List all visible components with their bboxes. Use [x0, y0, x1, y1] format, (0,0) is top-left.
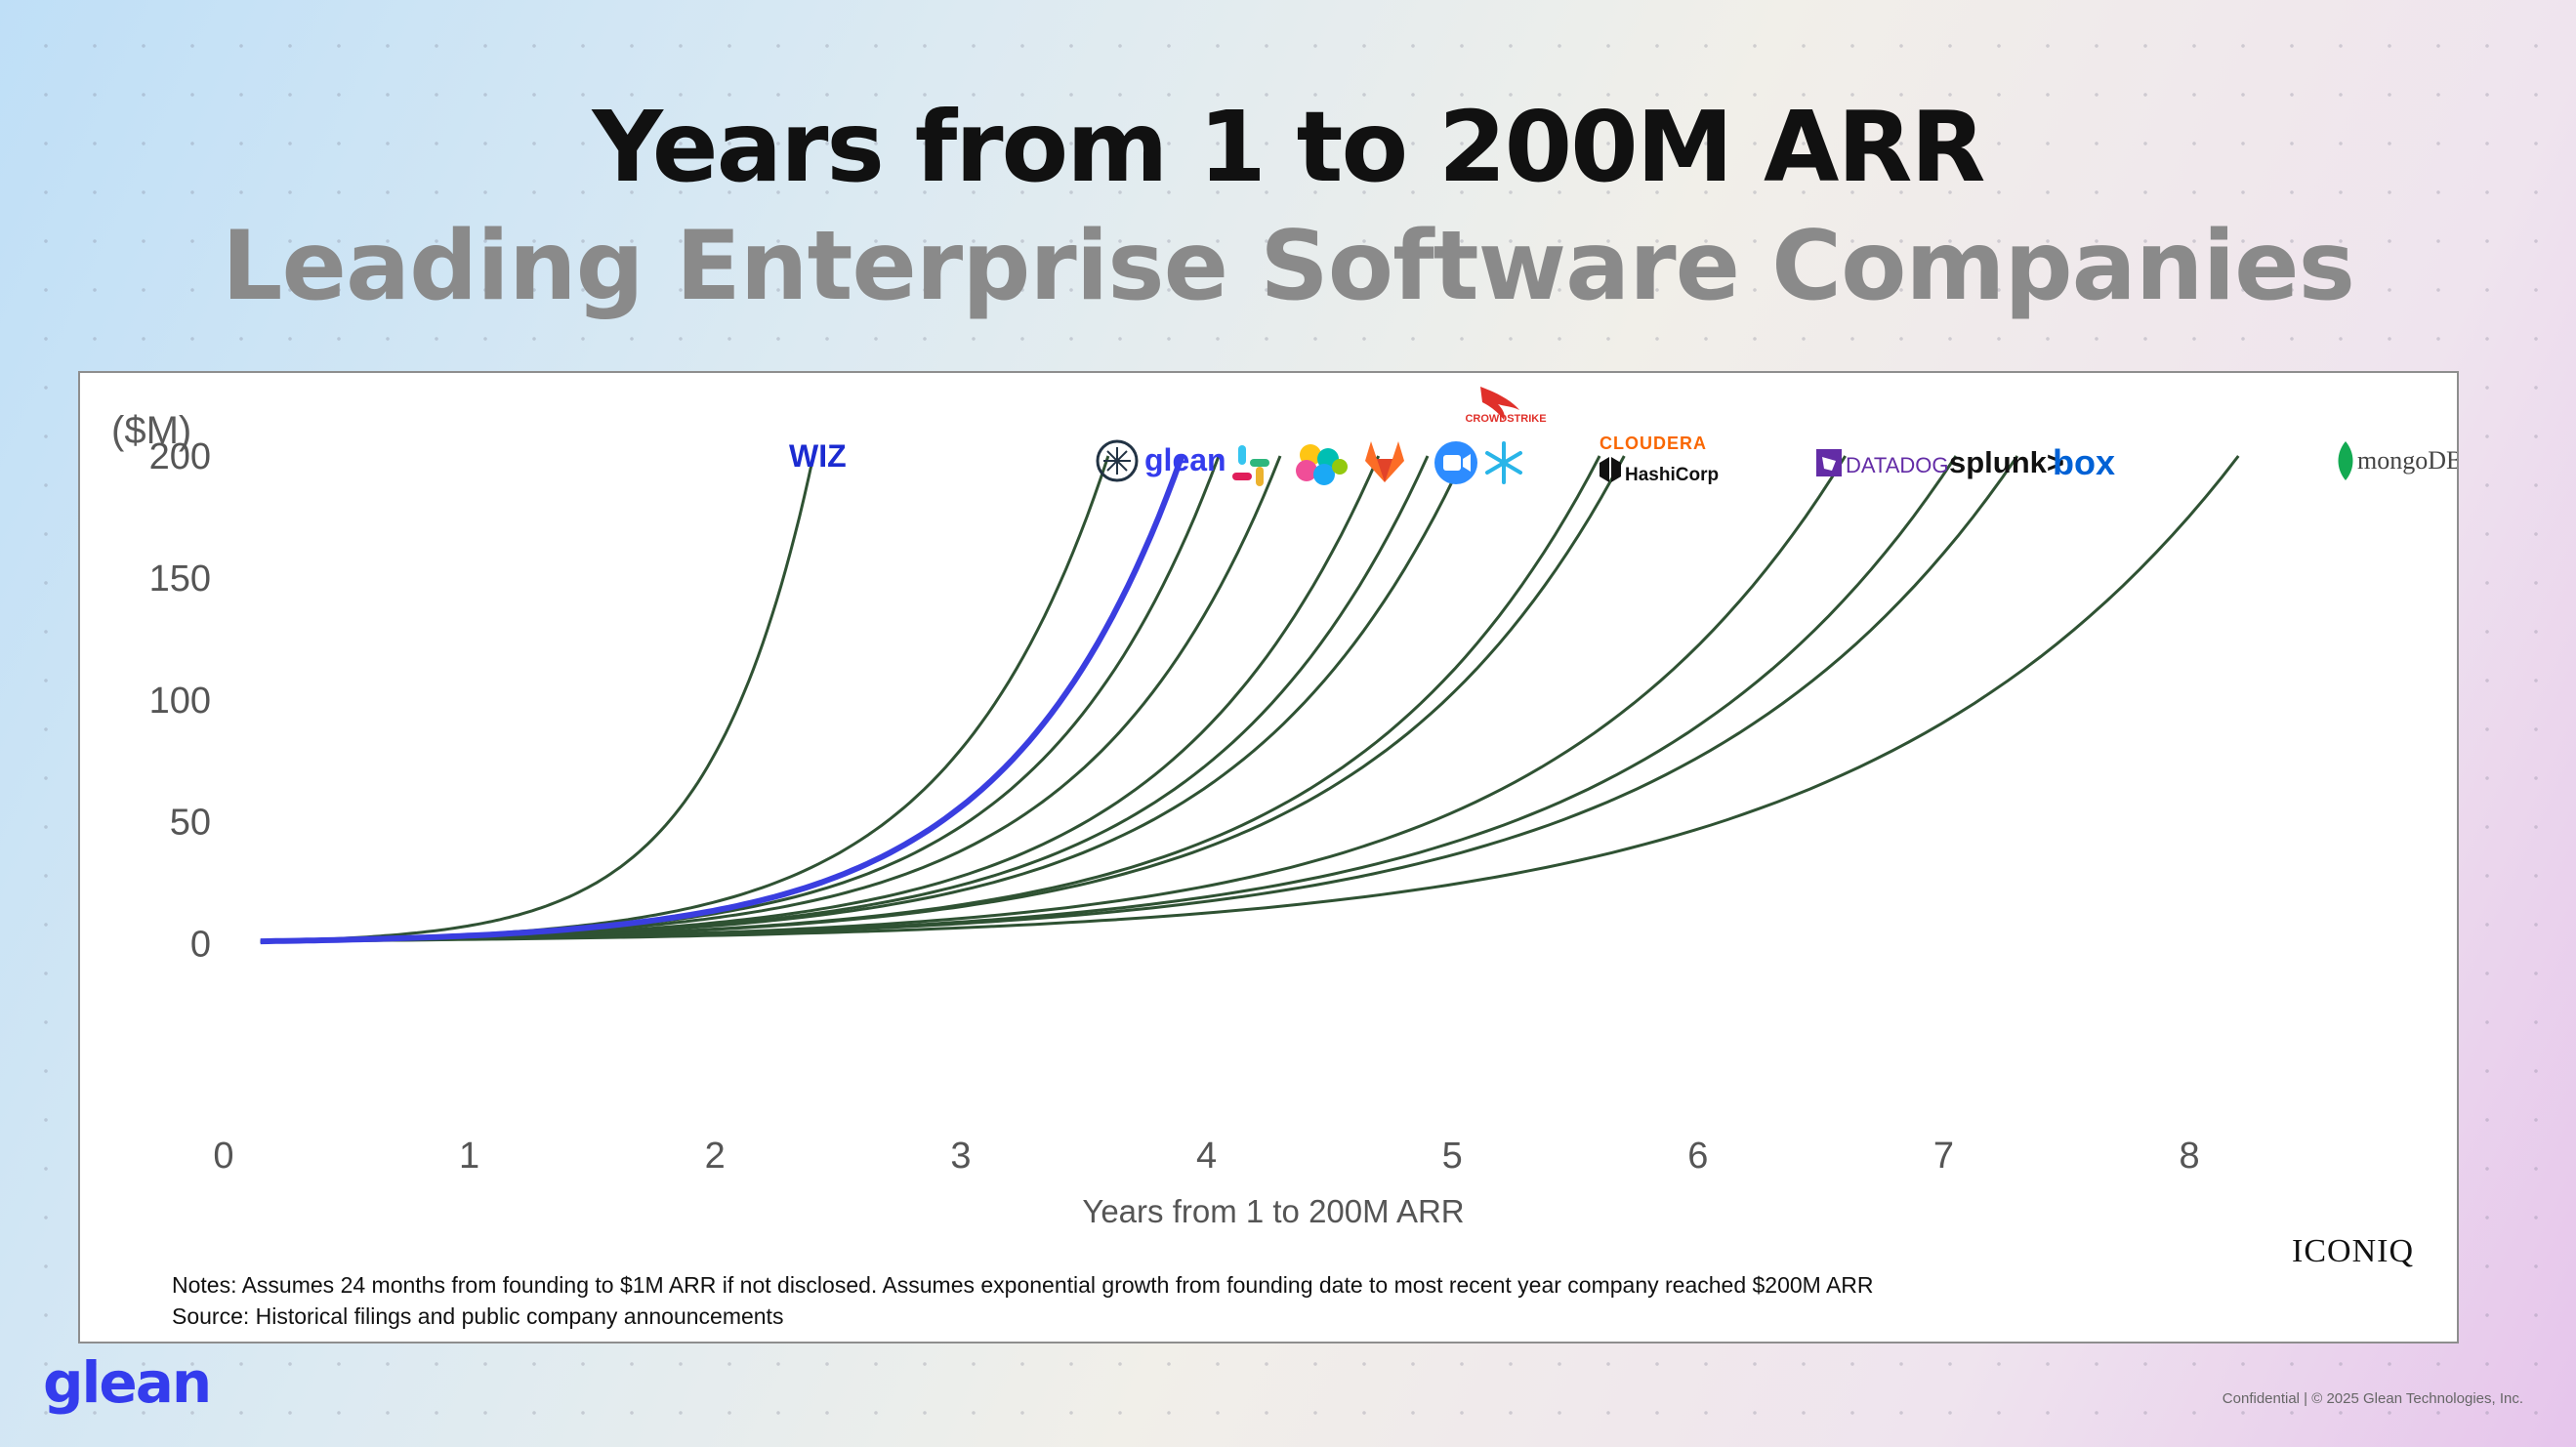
y-tick-label: 0: [190, 925, 211, 966]
series-lines: [260, 454, 2240, 945]
glean-starburst-icon: [1096, 439, 1139, 482]
x-tick-label: 7: [1933, 1136, 1954, 1177]
x-tick-label: 4: [1196, 1136, 1217, 1177]
series-line-unlabeled: [260, 455, 1430, 943]
series-line-splunk: [260, 455, 1958, 943]
series-line-datadog: [260, 455, 1847, 943]
glean-footer-logo: glean: [43, 1349, 212, 1416]
chart-notes: Notes: Assumes 24 months from founding t…: [172, 1272, 1874, 1298]
chart-svg: ($M) 200 150 100 50 0 0 1 2 3 4 5 6 7 8 Years from 1…: [111, 387, 2457, 1329]
mongodb-logo: mongoDB.: [2357, 446, 2457, 475]
glean-logo: glean: [1144, 442, 1226, 477]
x-axis-ticks: 0 1 2 3 4 5 6 7 8: [213, 1136, 2199, 1177]
chart-source: Source: Historical filings and public co…: [172, 1303, 783, 1329]
x-tick-label: 6: [1687, 1136, 1708, 1177]
slack-icon: [1232, 445, 1269, 486]
slide-title: Years from 1 to 200M ARR: [592, 90, 1986, 204]
series-line-wiz: [260, 455, 815, 943]
hashicorp-icon: [1600, 457, 1621, 482]
y-unit-label: ($M): [111, 409, 191, 452]
snowflake-icon: [1485, 441, 1522, 484]
x-tick-label: 2: [705, 1136, 726, 1177]
company-logos: WIZ glean: [789, 387, 2457, 486]
series-line-mongodb: [260, 455, 2240, 943]
datadog-logo: DATADOG: [1846, 453, 1949, 477]
x-tick-label: 5: [1442, 1136, 1463, 1177]
cloudera-logo: CLOUDERA: [1600, 434, 1707, 453]
chart-panel: ($M) 200 150 100 50 0 0 1 2 3 4 5 6 7 8 Years from 1…: [78, 371, 2459, 1344]
x-tick-label: 8: [2179, 1136, 2199, 1177]
crowdstrike-falcon-icon: [1480, 387, 1519, 420]
wiz-logo: WIZ: [789, 438, 847, 474]
crowdstrike-logo: CROWDSTRIKE: [1465, 413, 1546, 425]
datadog-icon: [1816, 449, 1842, 476]
series-line-hashicorp: [260, 455, 1626, 943]
iconiq-watermark: ICONIQ: [2292, 1233, 2414, 1269]
series-line-glean: [260, 454, 1185, 945]
splunk-logo: splunk>: [1949, 445, 2064, 479]
x-tick-label: 3: [950, 1136, 971, 1177]
slide-subtitle: Leading Enterprise Software Companies: [222, 211, 2355, 322]
y-tick-label: 50: [170, 803, 211, 844]
elastic-icon: [1296, 444, 1348, 485]
x-axis-label: Years from 1 to 200M ARR: [1082, 1193, 1464, 1229]
y-tick-label: 100: [149, 681, 211, 722]
box-logo: box: [2053, 442, 2115, 482]
x-tick-label: 0: [213, 1136, 233, 1177]
mongodb-leaf-icon: [2338, 441, 2353, 480]
y-tick-label: 200: [149, 436, 211, 477]
y-tick-label: 150: [149, 558, 211, 599]
series-line-unlabeled: [260, 455, 1381, 943]
zoom-icon: [1434, 441, 1477, 484]
gitlab-icon: [1365, 441, 1404, 482]
x-tick-label: 1: [459, 1136, 479, 1177]
hashicorp-logo: HashiCorp: [1625, 465, 1719, 485]
series-line-unlabeled: [260, 455, 1221, 943]
footer-copyright: Confidential | © 2025 Glean Technologies…: [2222, 1390, 2523, 1407]
y-axis-ticks: 200 150 100 50 0: [149, 436, 211, 966]
